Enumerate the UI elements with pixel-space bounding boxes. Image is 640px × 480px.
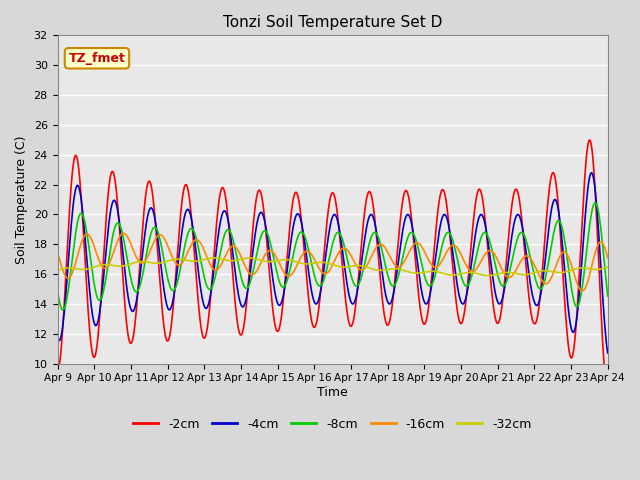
Title: Tonzi Soil Temperature Set D: Tonzi Soil Temperature Set D: [223, 15, 442, 30]
Text: TZ_fmet: TZ_fmet: [68, 52, 125, 65]
Legend: -2cm, -4cm, -8cm, -16cm, -32cm: -2cm, -4cm, -8cm, -16cm, -32cm: [129, 413, 537, 436]
X-axis label: Time: Time: [317, 386, 348, 399]
Y-axis label: Soil Temperature (C): Soil Temperature (C): [15, 135, 28, 264]
